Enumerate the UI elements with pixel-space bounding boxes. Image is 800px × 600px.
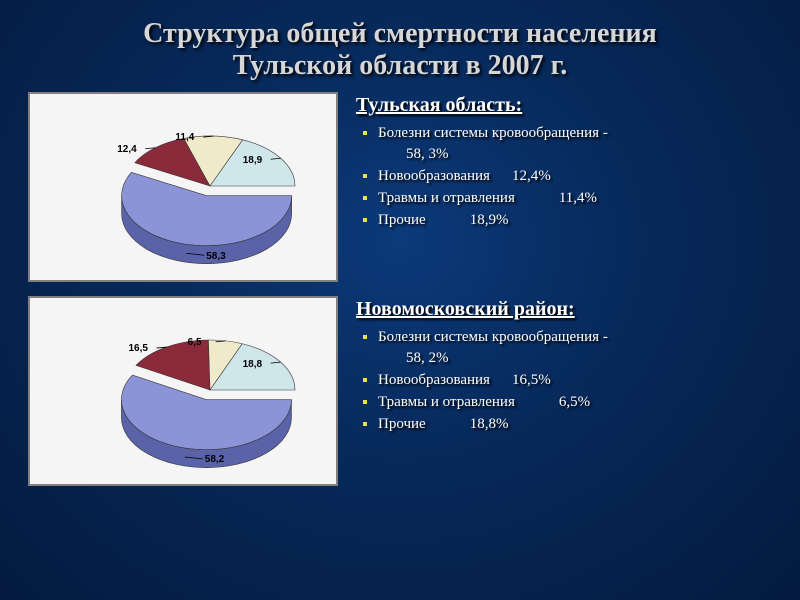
text-tula: Тульская область: Болезни системы кровоо…	[356, 92, 772, 232]
bullets-tula: Болезни системы кровообращения - 58, 3% …	[356, 123, 772, 230]
list-item: Болезни системы кровообращения - 58, 2%	[378, 327, 772, 368]
heading-tula: Тульская область:	[356, 92, 772, 119]
heading-novomoskovsk: Новомосковский район:	[356, 296, 772, 323]
item-label: Новообразования	[378, 372, 490, 388]
pie-slice-label: 12,4	[117, 144, 136, 155]
pie-slice-label: 16,5	[129, 343, 148, 354]
bullets-novomoskovsk: Болезни системы кровообращения - 58, 2% …	[356, 327, 772, 434]
text-novomoskovsk: Новомосковский район: Болезни системы кр…	[356, 296, 772, 436]
item-label: Прочие	[378, 212, 426, 228]
item-label: Травмы и отравления	[378, 190, 515, 206]
item-pct: 6,5%	[559, 394, 590, 410]
pie-slice-label: 6,5	[188, 337, 202, 348]
item-pct: 18,8%	[470, 416, 509, 432]
list-item: Травмы и отравления 6,5%	[378, 392, 772, 412]
row-novomoskovsk: 58,2 16,5 6,5 18,8 Новомосковский район: Бо…	[28, 296, 772, 486]
list-item: Прочие 18,8%	[378, 414, 772, 434]
title-line-2: Тульской области в 2007 г.	[233, 50, 567, 81]
item-pct: 18,9%	[470, 212, 509, 228]
list-item: Новообразования 16,5%	[378, 370, 772, 390]
item-pct: 12,4%	[512, 168, 551, 184]
pie-chart-tula: 58,3 12,4 11,4 18,9	[28, 92, 338, 282]
item-label: Болезни системы кровообращения -	[378, 125, 608, 141]
pie-slice-label: 18,9	[243, 155, 262, 166]
slide: Структура общей смертности населения Тул…	[0, 0, 800, 600]
row-tula: 58,3 12,4 11,4 18,9 Тульская область: Болез…	[28, 92, 772, 282]
item-label: Болезни системы кровообращения -	[378, 329, 608, 345]
pie-slice-label: 11,4	[175, 132, 194, 143]
item-label: Прочие	[378, 416, 426, 432]
item-pct: 58, 2%	[406, 348, 449, 368]
item-pct: 16,5%	[512, 372, 551, 388]
content-area: 58,3 12,4 11,4 18,9 Тульская область: Болез…	[28, 92, 772, 486]
item-label: Новообразования	[378, 168, 490, 184]
pie-slice-label: 58,3	[206, 251, 225, 262]
item-pct: 11,4%	[559, 190, 597, 206]
list-item: Болезни системы кровообращения - 58, 3%	[378, 123, 772, 164]
title-line-1: Структура общей смертности населения	[143, 18, 657, 49]
slide-title: Структура общей смертности населения Тул…	[28, 18, 772, 82]
item-pct: 58, 3%	[406, 144, 449, 164]
item-label: Травмы и отравления	[378, 394, 515, 410]
list-item: Прочие 18,9%	[378, 210, 772, 230]
list-item: Новообразования 12,4%	[378, 166, 772, 186]
list-item: Травмы и отравления 11,4%	[378, 188, 772, 208]
pie-chart-novomoskovsk: 58,2 16,5 6,5 18,8	[28, 296, 338, 486]
pie-slice-label: 58,2	[205, 454, 224, 465]
pie-slice-label: 18,8	[243, 359, 262, 370]
